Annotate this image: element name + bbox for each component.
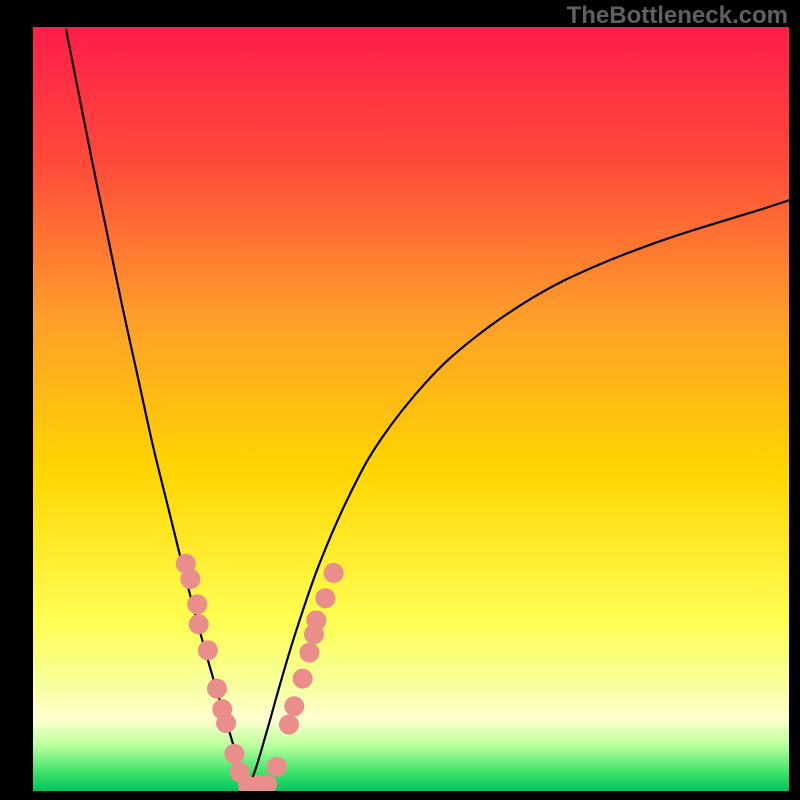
data-marker bbox=[293, 669, 313, 689]
data-marker bbox=[198, 640, 218, 660]
data-marker bbox=[189, 614, 209, 634]
data-marker bbox=[224, 744, 244, 764]
data-marker bbox=[267, 757, 287, 777]
data-marker bbox=[299, 643, 319, 663]
watermark-text: TheBottleneck.com bbox=[567, 2, 788, 30]
plot-area bbox=[0, 0, 800, 800]
data-marker bbox=[315, 588, 335, 608]
data-marker bbox=[180, 569, 200, 589]
data-marker bbox=[306, 610, 326, 630]
data-marker bbox=[284, 696, 304, 716]
chart-container: TheBottleneck.com bbox=[0, 0, 800, 800]
data-marker bbox=[324, 563, 344, 583]
data-marker bbox=[216, 713, 236, 733]
data-marker bbox=[207, 679, 227, 699]
data-marker bbox=[279, 715, 299, 735]
data-marker bbox=[187, 594, 207, 614]
chart-svg bbox=[0, 0, 800, 800]
